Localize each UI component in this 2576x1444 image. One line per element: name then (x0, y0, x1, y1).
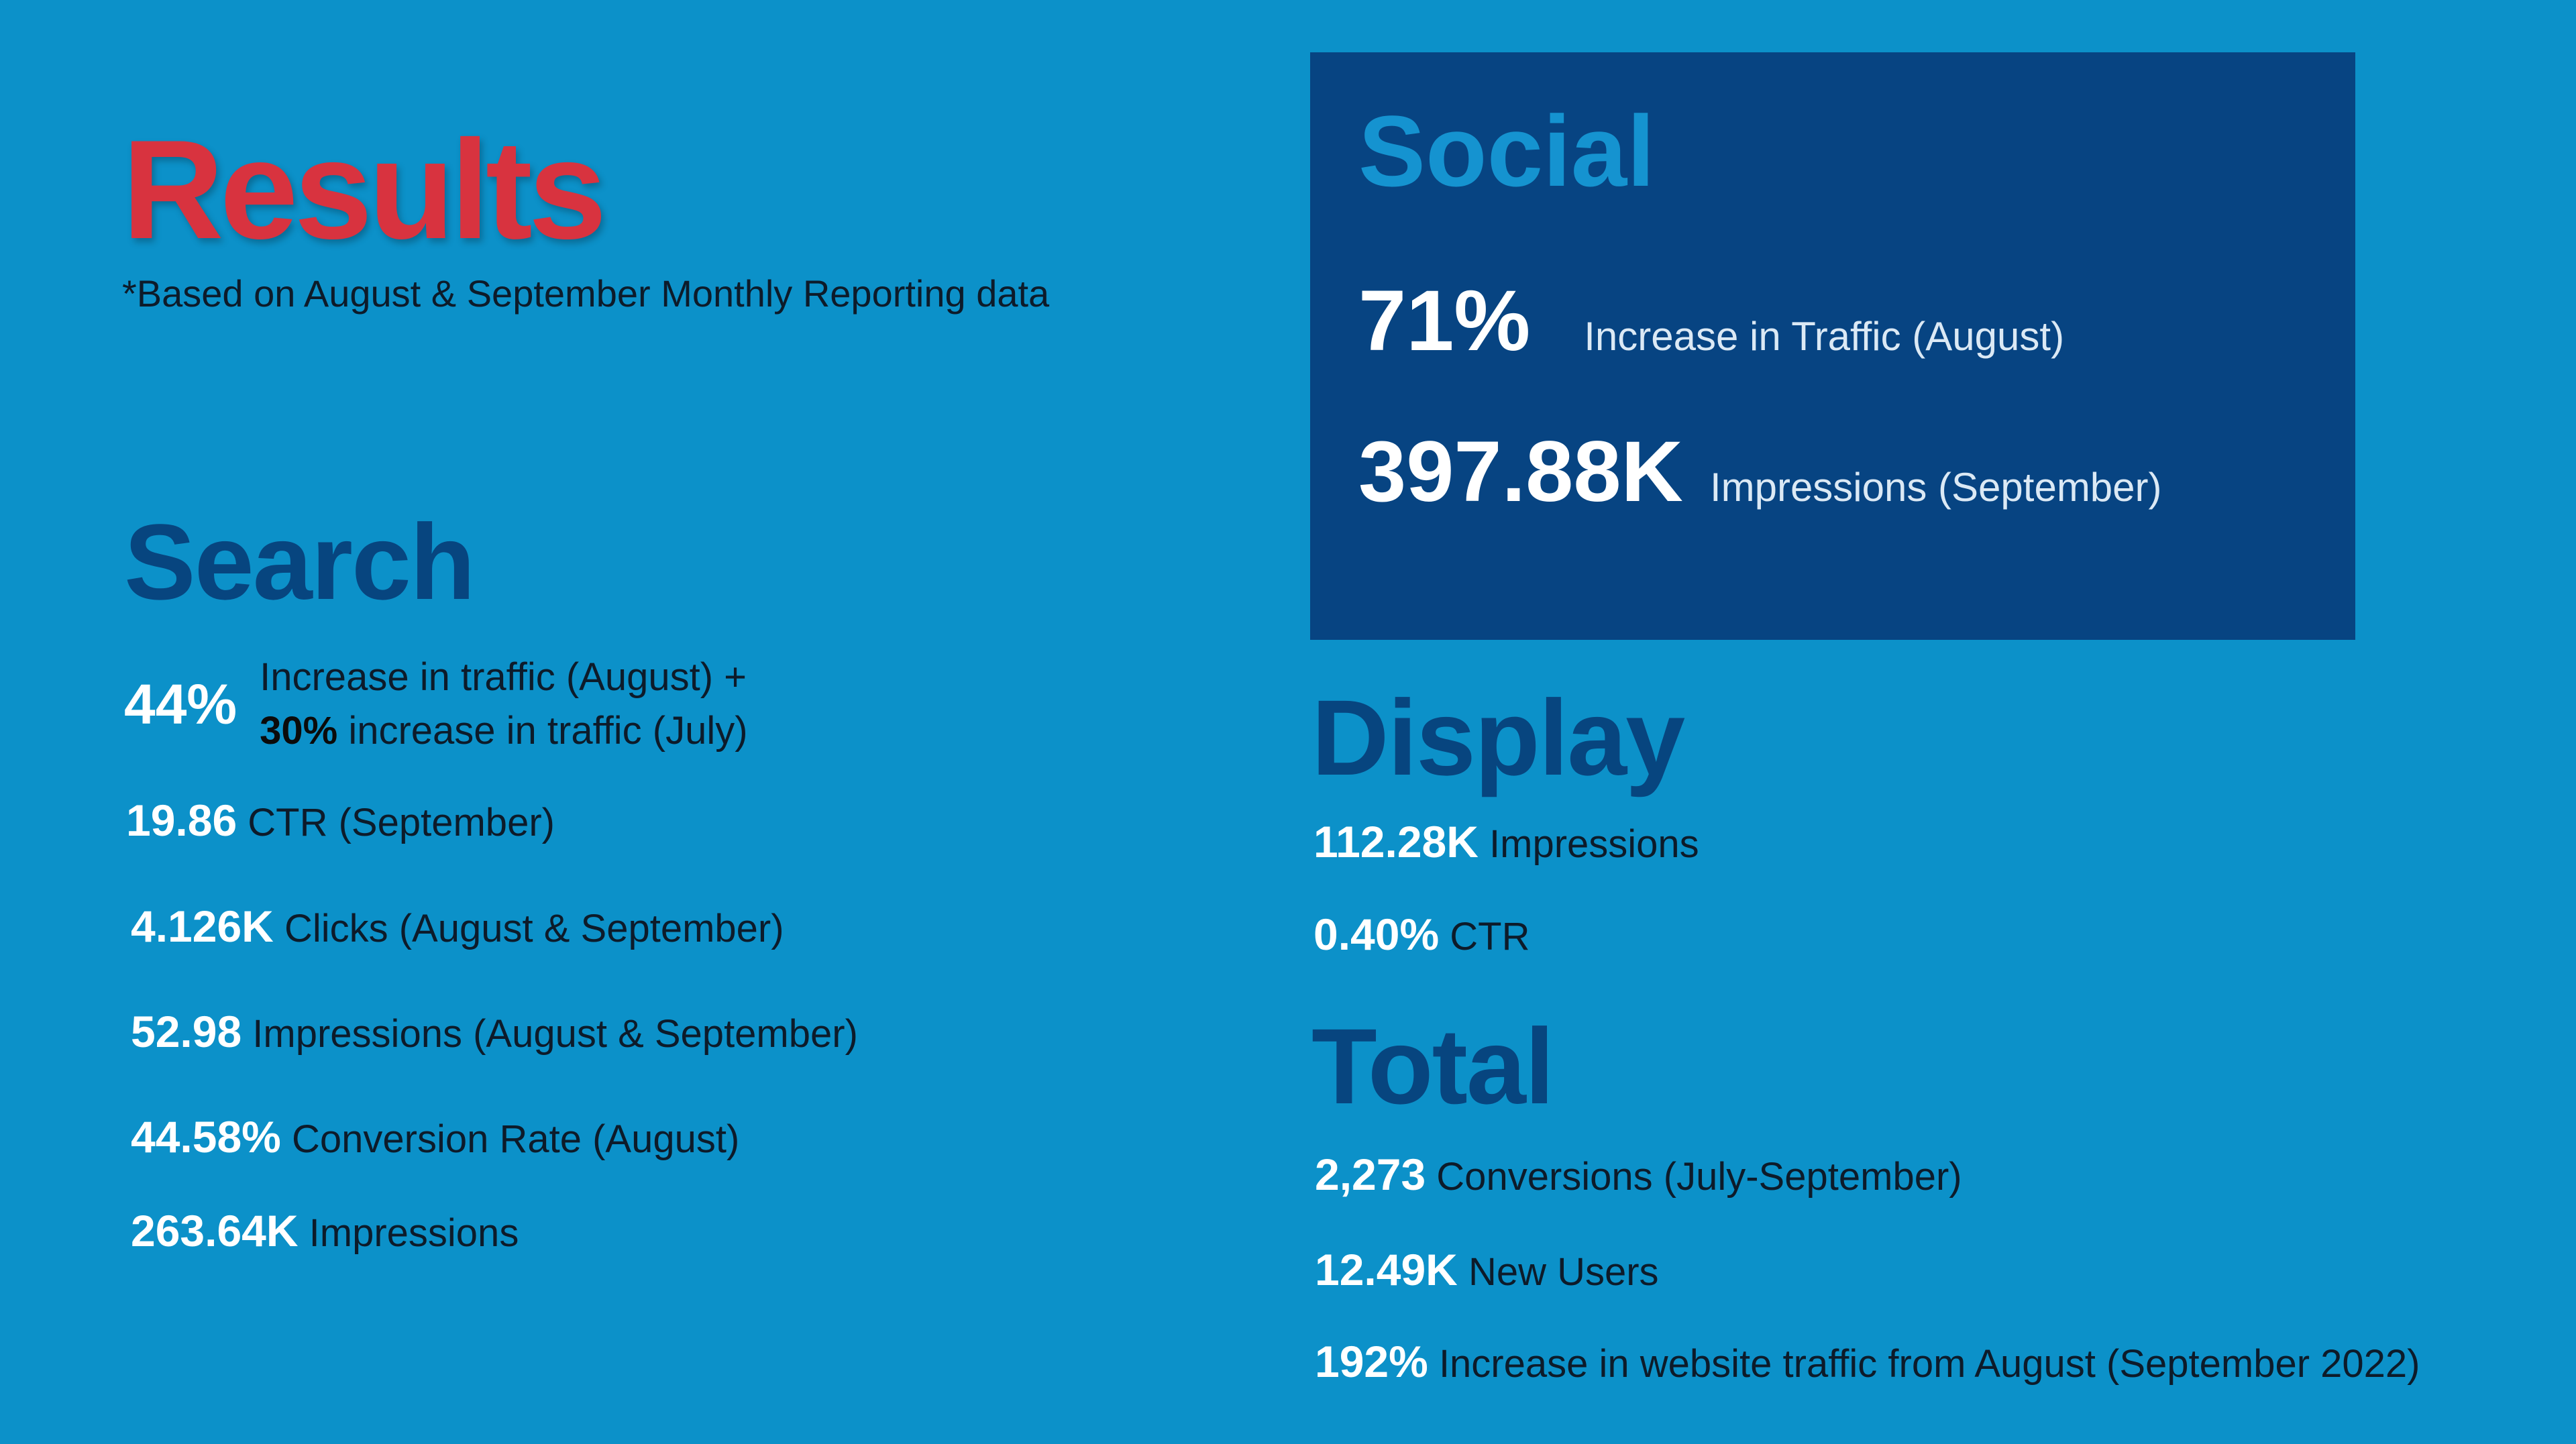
total-metric-new-users: 12.49K New Users (1315, 1247, 1659, 1292)
metric-label: Conversions (July-September) (1436, 1155, 1962, 1199)
search-highlight-metric: 44% Increase in traffic (August) + 30% i… (124, 651, 748, 758)
metric-value: 12.49K (1315, 1245, 1458, 1294)
metric-label: Impressions (1489, 822, 1699, 866)
results-subtitle: *Based on August & September Monthly Rep… (122, 272, 1050, 315)
metric-value: 4.126K (131, 901, 274, 951)
search-metric-clicks: 4.126K Clicks (August & September) (131, 904, 784, 948)
metric-value: 112.28K (1313, 817, 1479, 867)
total-metric-conversions: 2,273 Conversions (July-September) (1315, 1152, 1962, 1197)
metric-value: 263.64K (131, 1206, 299, 1256)
total-heading: Total (1311, 1006, 1554, 1126)
metric-label: Increase in traffic (August) + (260, 655, 747, 699)
social-panel (1310, 52, 2355, 640)
metric-label: Impressions (August & September) (252, 1012, 858, 1056)
metric-label: Impressions (309, 1211, 519, 1255)
metric-value-inline: 30% (260, 709, 338, 753)
metric-value: 19.86 (126, 795, 237, 845)
metric-value: 44% (124, 673, 237, 736)
display-heading: Display (1311, 677, 1685, 797)
metric-value: 192% (1315, 1337, 1428, 1386)
results-title: Results (122, 111, 607, 268)
metric-label: New Users (1468, 1250, 1659, 1294)
social-heading: Social (1358, 95, 1655, 207)
display-metric-impressions: 112.28K Impressions (1313, 820, 1699, 864)
search-metric-impressions: 52.98 Impressions (August & September) (131, 1009, 858, 1054)
search-highlight-text: Increase in traffic (August) + 30% incre… (260, 651, 747, 758)
total-metric-traffic-increase: 192% Increase in website traffic from Au… (1315, 1339, 2420, 1384)
metric-label: Increase in Traffic (August) (1584, 314, 2065, 359)
metric-value: 397.88K (1358, 424, 1683, 520)
metric-value: 2,273 (1315, 1150, 1426, 1199)
search-metric-ctr: 19.86 CTR (September) (126, 798, 555, 842)
metric-label: increase in traffic (July) (337, 709, 748, 753)
display-metric-ctr: 0.40% CTR (1313, 912, 1529, 956)
social-metric-traffic: 71% Increase in Traffic (August) (1358, 278, 2064, 364)
metric-label: Conversion Rate (August) (291, 1117, 740, 1161)
search-heading: Search (124, 502, 476, 622)
social-metric-impressions: 397.88K Impressions (September) (1358, 429, 2162, 515)
metric-label: Clicks (August & September) (284, 907, 784, 950)
metric-value: 0.40% (1313, 909, 1440, 959)
search-metric-conversion-rate: 44.58% Conversion Rate (August) (131, 1115, 739, 1159)
metric-label: Increase in website traffic from August … (1438, 1342, 2420, 1386)
metric-value: 71% (1358, 273, 1531, 369)
metric-label: CTR (1450, 915, 1530, 958)
metric-label: Impressions (September) (1709, 465, 2162, 510)
metric-label-line2: 30% increase in traffic (July) (260, 704, 747, 758)
metric-label: CTR (September) (248, 801, 555, 844)
search-metric-impressions-total: 263.64K Impressions (131, 1209, 519, 1253)
metric-value: 44.58% (131, 1112, 281, 1162)
metric-value: 52.98 (131, 1007, 242, 1056)
